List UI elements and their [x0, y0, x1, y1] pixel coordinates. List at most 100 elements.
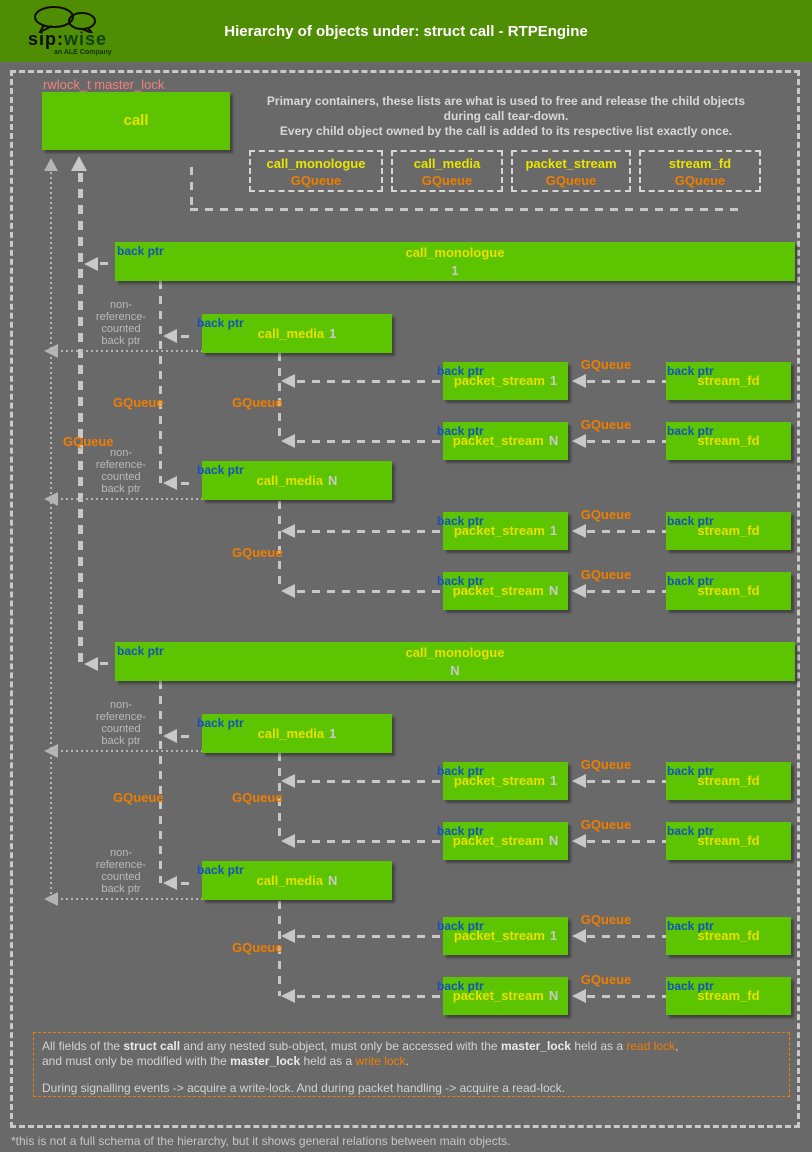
arrow-up-icon: [71, 156, 87, 171]
back-ptr-label: back ptr: [667, 979, 714, 993]
call-monologue-n-box: call_monologue N: [115, 642, 795, 681]
stream-list-dash: [297, 995, 443, 998]
gqueue-label: GQueue: [580, 567, 632, 582]
box-title: stream_fd: [697, 928, 760, 943]
nonref-dotted-branch: [56, 498, 202, 500]
back-ptr-label: back ptr: [667, 764, 714, 778]
backptr-dash: [181, 882, 195, 885]
back-ptr-label: back ptr: [117, 244, 164, 258]
box-index: 1: [329, 326, 337, 341]
arrow-left-icon: [44, 492, 58, 506]
streams-gqueue-line: [278, 353, 281, 441]
box-title: packet_stream: [453, 773, 545, 788]
stream-list-dash: [297, 590, 443, 593]
gqueue-label: GQueue: [232, 395, 283, 410]
stream-list-dash: [297, 935, 443, 938]
back-ptr-label: back ptr: [437, 824, 484, 838]
arrow-left-icon: [572, 929, 586, 943]
packet-stream-1-box: packet_stream 1: [443, 362, 568, 400]
box-title: call_media: [256, 473, 324, 488]
back-ptr-label: back ptr: [437, 574, 484, 588]
legend-name: call_monologue: [266, 156, 366, 171]
nonref-line: counted: [101, 471, 141, 483]
locking-note: All fields of the struct call and any ne…: [33, 1032, 790, 1097]
arrow-left-icon: [44, 892, 58, 906]
arrow-left-icon: [84, 657, 98, 671]
primary-line-3: Every child object owned by the call is …: [279, 124, 733, 138]
nonref-line: counted: [101, 323, 141, 335]
box-index: N: [548, 583, 559, 598]
nonref-backptr-label: non- reference- counted back ptr: [83, 847, 159, 895]
box-index: N: [548, 833, 559, 848]
arrow-left-icon: [163, 476, 177, 490]
nonref-line: reference-: [95, 711, 147, 723]
gqueue-label: GQueue: [232, 545, 283, 560]
page-title: Hierarchy of objects under: struct call …: [224, 23, 588, 40]
back-ptr-label: back ptr: [437, 979, 484, 993]
box-title: packet_stream: [452, 433, 544, 448]
arrow-up-icon: [44, 158, 58, 171]
stream-fd-box: stream_fd: [666, 762, 791, 800]
box-title: packet_stream: [452, 583, 544, 598]
back-ptr-label: back ptr: [667, 364, 714, 378]
nonref-dotted-branch: [56, 350, 202, 352]
box-index: 1: [549, 928, 558, 943]
back-ptr-label: back ptr: [667, 424, 714, 438]
back-ptr-label: back ptr: [197, 463, 244, 477]
logo-tagline: an ALE Company: [54, 49, 112, 56]
box-title: call_monologue: [405, 245, 505, 260]
back-ptr-label: back ptr: [437, 919, 484, 933]
media-backptr-line-s2: [159, 681, 162, 883]
box-title: packet_stream: [452, 833, 544, 848]
box-index: 1: [549, 373, 558, 388]
back-ptr-label: back ptr: [197, 863, 244, 877]
backptr-dash: [181, 735, 195, 738]
arrow-left-icon: [281, 834, 295, 848]
packet-stream-n-box: packet_stream N: [443, 572, 568, 610]
primary-line-1: Primary containers, these lists are what…: [266, 94, 746, 108]
note-line-1: All fields of the struct call and any ne…: [42, 1039, 679, 1053]
monologue-gqueue-line: [78, 173, 83, 666]
gqueue-label: GQueue: [580, 972, 632, 987]
packet-stream-1-box: packet_stream 1: [443, 762, 568, 800]
stream-fd-box: stream_fd: [666, 977, 791, 1015]
nonref-line: counted: [101, 871, 141, 883]
stream-list-dash: [297, 440, 443, 443]
legend-type: GQueue: [674, 173, 726, 188]
gqueue-label: GQueue: [232, 790, 283, 805]
box-index: N: [450, 663, 460, 678]
arrow-left-icon: [572, 774, 586, 788]
arrow-left-icon: [163, 329, 177, 343]
master-lock-label: rwlock_t master_lock: [43, 77, 165, 92]
box-title: call_media: [256, 873, 324, 888]
fd-gqueue-dash: [587, 590, 666, 593]
nonref-dotted-branch: [56, 750, 202, 752]
box-title: packet_stream: [453, 373, 545, 388]
back-ptr-label: back ptr: [437, 424, 484, 438]
fd-gqueue-dash: [587, 530, 666, 533]
back-ptr-label: back ptr: [117, 644, 164, 658]
nonref-line: non-: [109, 847, 133, 859]
fd-gqueue-dash: [587, 780, 666, 783]
arrow-left-icon: [44, 744, 58, 758]
nonref-line: counted: [101, 723, 141, 735]
back-ptr-label: back ptr: [667, 919, 714, 933]
nonref-line: back ptr: [101, 483, 141, 495]
back-ptr-label: back ptr: [667, 574, 714, 588]
call-legend-connector-horizontal: [190, 208, 740, 211]
call-media-n-box: call_media N: [202, 861, 392, 900]
stream-fd-box: stream_fd: [666, 512, 791, 550]
arrow-left-icon: [84, 257, 98, 271]
stream-list-dash: [297, 380, 443, 383]
back-ptr-label: back ptr: [437, 764, 484, 778]
gqueue-label: GQueue: [580, 417, 632, 432]
box-index: 1: [451, 263, 459, 278]
footnote: *this is not a full schema of the hierar…: [11, 1134, 511, 1148]
nonref-backptr-label: non- reference- counted back ptr: [83, 699, 159, 747]
arrow-left-icon: [163, 876, 177, 890]
media-backptr-line-s1: [159, 281, 162, 483]
box-title: packet_stream: [453, 928, 545, 943]
stream-fd-box: stream_fd: [666, 572, 791, 610]
arrow-left-icon: [572, 989, 586, 1003]
backptr-dash: [100, 262, 114, 265]
